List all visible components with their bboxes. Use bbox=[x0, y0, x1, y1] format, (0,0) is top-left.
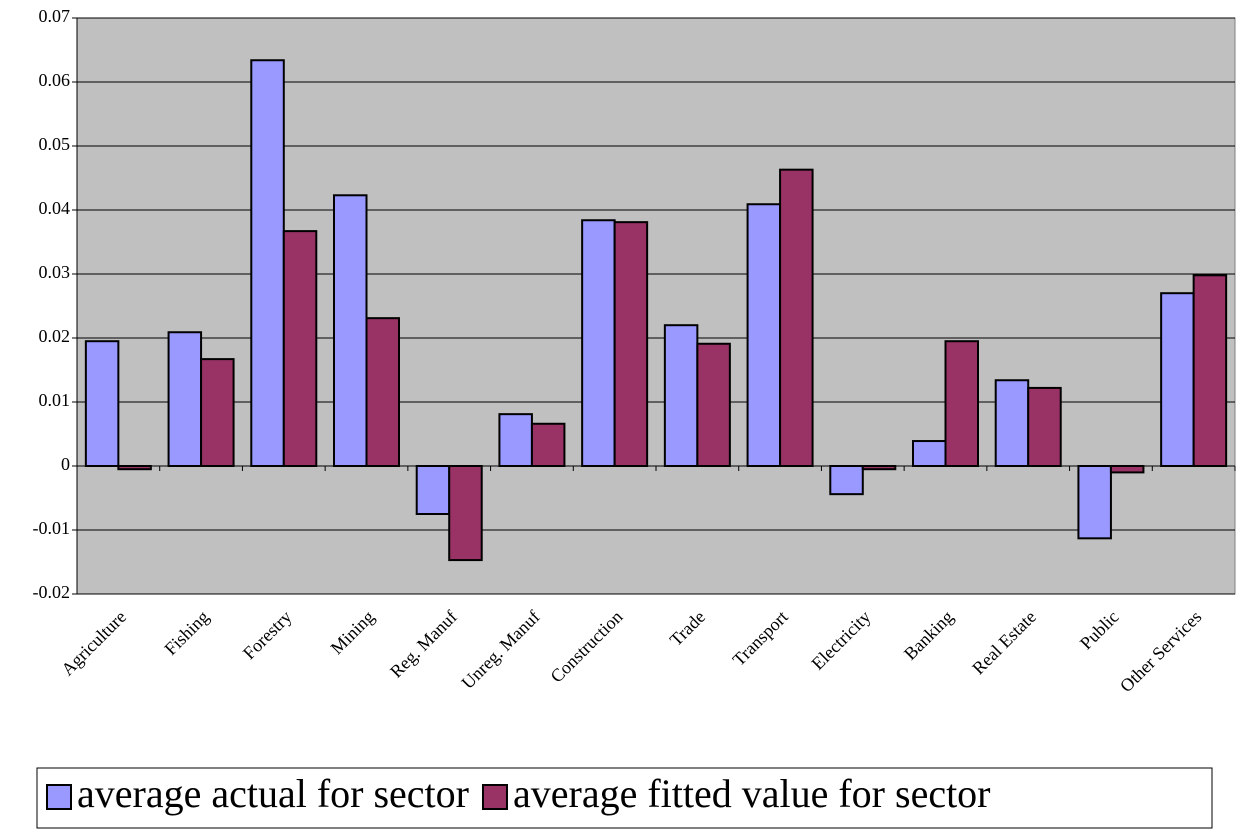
bar bbox=[1077, 465, 1112, 540]
x-tick-label: Mining bbox=[327, 607, 379, 659]
y-tick-label: 0.07 bbox=[39, 6, 71, 26]
bar bbox=[1109, 465, 1145, 474]
bar bbox=[779, 168, 814, 467]
x-tick-label: Forestry bbox=[239, 607, 296, 664]
legend-swatch bbox=[481, 784, 508, 810]
x-tick-label: Unreg. Manuf bbox=[457, 607, 543, 693]
y-tick-label: 0.01 bbox=[39, 390, 71, 410]
bar bbox=[282, 230, 318, 467]
x-tick-label: Fishing bbox=[160, 607, 212, 659]
x-tick-label: Trade bbox=[666, 607, 709, 650]
bar bbox=[530, 422, 566, 468]
bar bbox=[167, 331, 203, 467]
y-tick-label: 0.05 bbox=[39, 134, 71, 154]
bar bbox=[333, 194, 368, 467]
x-tick-label: Electricity bbox=[807, 607, 874, 674]
x-tick-label: Banking bbox=[900, 607, 957, 664]
bar bbox=[415, 465, 451, 515]
legend-box bbox=[36, 767, 1213, 829]
x-tick-label: Reg. Manuf bbox=[386, 607, 461, 682]
bar bbox=[365, 317, 400, 467]
bar bbox=[250, 59, 285, 468]
bar bbox=[448, 465, 483, 562]
bar bbox=[829, 465, 864, 496]
bar bbox=[663, 324, 699, 468]
x-tick-label: Agriculture bbox=[57, 607, 130, 680]
bar bbox=[1160, 292, 1195, 468]
x-tick-label: Transport bbox=[729, 607, 792, 670]
x-tick-label: Public bbox=[1076, 607, 1123, 654]
bar bbox=[1192, 274, 1228, 467]
y-tick-label: 0.02 bbox=[39, 326, 71, 346]
y-tick-label: 0.03 bbox=[39, 262, 71, 282]
bar bbox=[498, 413, 533, 468]
bar bbox=[912, 440, 947, 468]
bar bbox=[944, 340, 979, 468]
x-tick-label: Other Services bbox=[1116, 607, 1205, 696]
y-tick-label: -0.02 bbox=[33, 582, 71, 602]
bar bbox=[994, 379, 1030, 467]
legend-label: average actual for sector bbox=[77, 771, 469, 816]
y-tick-label: 0.06 bbox=[39, 70, 71, 90]
x-tick-label: Construction bbox=[546, 607, 626, 687]
bar bbox=[200, 358, 235, 467]
legend-label: average fitted value for sector bbox=[513, 771, 991, 816]
bar bbox=[581, 219, 616, 467]
bar bbox=[613, 221, 649, 467]
legend-swatch bbox=[46, 784, 72, 810]
y-tick-label: -0.01 bbox=[33, 518, 71, 538]
bar bbox=[84, 340, 120, 468]
bar bbox=[696, 342, 731, 468]
y-tick-label: 0.04 bbox=[39, 198, 71, 218]
y-tick-label: 0 bbox=[61, 454, 70, 474]
x-tick-label: Real Estate bbox=[968, 607, 1040, 679]
bar bbox=[746, 203, 782, 468]
bar bbox=[1027, 386, 1062, 468]
